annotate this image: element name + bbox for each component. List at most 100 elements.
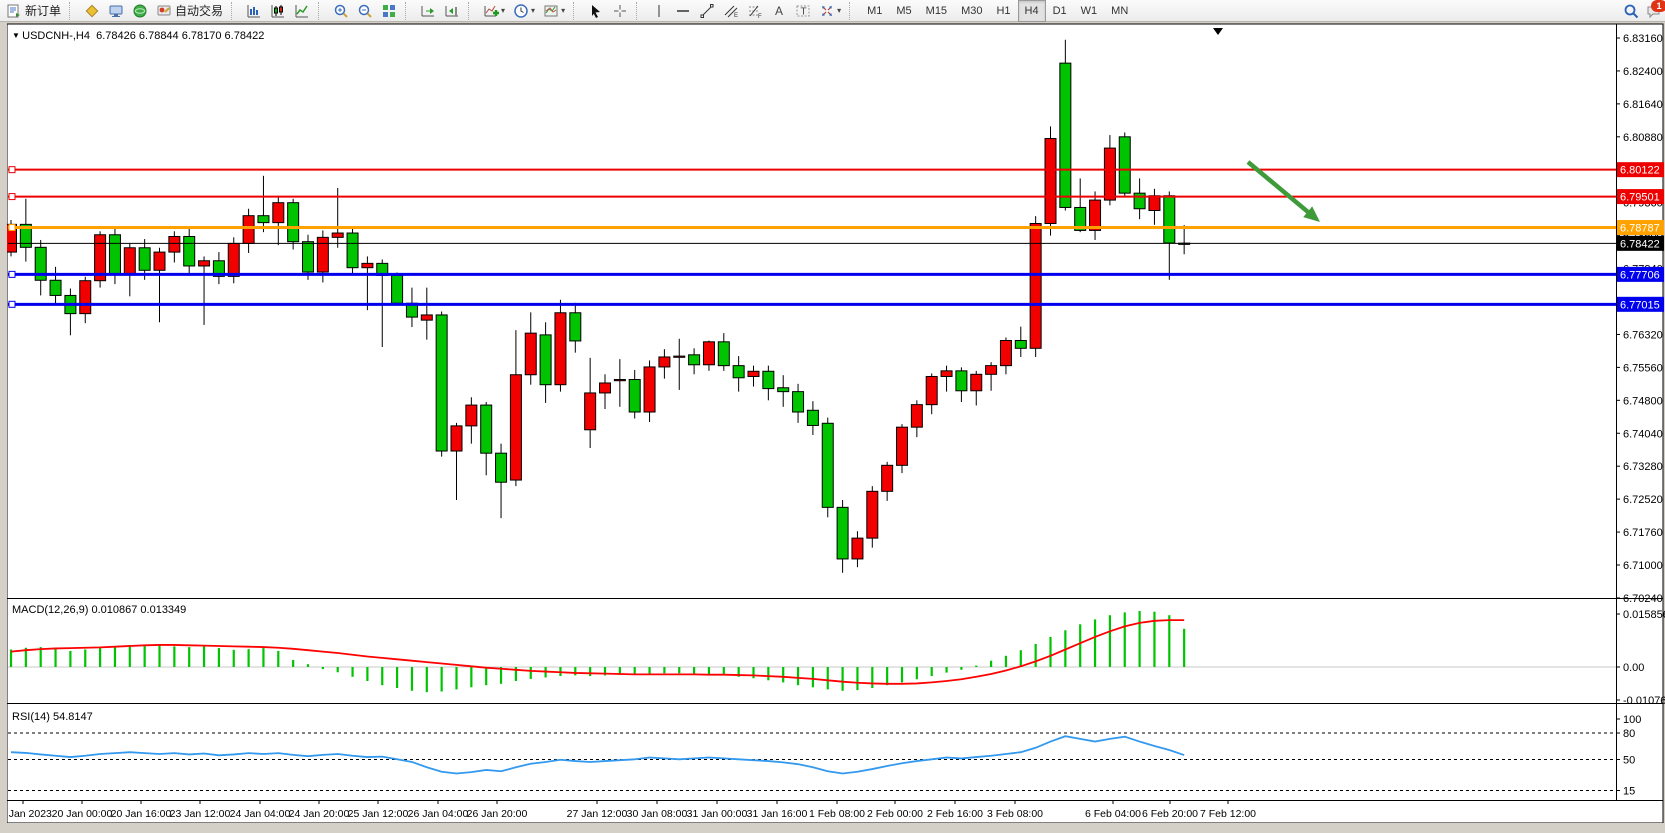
candle-body bbox=[138, 247, 151, 271]
chart-shift-marker[interactable] bbox=[1213, 28, 1223, 35]
fibo-icon: F bbox=[747, 3, 763, 20]
chevron-down-icon[interactable]: ▾ bbox=[837, 6, 842, 15]
arrow-annotation[interactable] bbox=[1246, 160, 1320, 222]
label-button[interactable]: T bbox=[791, 0, 815, 22]
text-button[interactable]: A bbox=[767, 0, 791, 22]
periods-button[interactable]: ▾ bbox=[509, 0, 539, 22]
chevron-down-icon[interactable]: ▾ bbox=[531, 6, 536, 15]
bar-chart-button[interactable] bbox=[242, 0, 266, 22]
toolbar-separator bbox=[231, 1, 239, 20]
market-watch-button[interactable] bbox=[128, 0, 152, 22]
metaeditor-button[interactable] bbox=[80, 0, 104, 22]
candle-body bbox=[613, 379, 626, 382]
timeframe-button-m1[interactable]: M1 bbox=[867, 4, 883, 17]
svg-text:2 Feb 00:00: 2 Feb 00:00 bbox=[867, 808, 923, 820]
hline-6.80122[interactable] bbox=[8, 166, 1616, 174]
svg-text:E: E bbox=[734, 13, 738, 19]
vertical-line-button[interactable] bbox=[647, 0, 671, 22]
textT-icon: T bbox=[795, 3, 811, 19]
timeframe-button-m30[interactable]: M30 bbox=[961, 4, 983, 17]
candle-body bbox=[955, 370, 968, 392]
zoom-in-button[interactable] bbox=[329, 0, 353, 22]
timeframe-button-d1[interactable]: D1 bbox=[1052, 4, 1067, 17]
zoom-out-button[interactable] bbox=[353, 0, 377, 22]
candlestick-chart-button[interactable] bbox=[266, 0, 290, 22]
horizontal-line-button[interactable] bbox=[671, 0, 695, 22]
arrows-button[interactable]: ▾ bbox=[815, 0, 845, 22]
crosshair-button[interactable] bbox=[608, 0, 632, 22]
templates-button[interactable]: ▾ bbox=[539, 0, 569, 22]
svg-text:19 Jan 2023: 19 Jan 2023 bbox=[0, 808, 52, 820]
cursor-button[interactable] bbox=[584, 0, 608, 22]
hline-6.78787[interactable] bbox=[8, 224, 1616, 232]
svg-text:20 Jan 16:00: 20 Jan 16:00 bbox=[111, 808, 172, 820]
zoom-out-icon bbox=[357, 3, 373, 19]
chevron-down-icon[interactable]: ▾ bbox=[561, 6, 566, 15]
svg-text:6.79501: 6.79501 bbox=[1620, 192, 1660, 204]
candle-body bbox=[970, 373, 983, 392]
candle-body bbox=[1148, 195, 1161, 211]
trendline-button[interactable] bbox=[695, 0, 719, 22]
timeframe-button-h4[interactable]: H4 bbox=[1017, 0, 1046, 22]
candle-body bbox=[628, 379, 641, 413]
new-order-button[interactable]: 新订单 bbox=[2, 0, 65, 22]
svg-text:24 Jan 20:00: 24 Jan 20:00 bbox=[289, 808, 350, 820]
bars-icon bbox=[246, 3, 262, 19]
toolbar-separator bbox=[405, 1, 413, 20]
timeframe-button-w1[interactable]: W1 bbox=[1080, 4, 1098, 17]
candle-body bbox=[881, 464, 894, 492]
auto-scroll-button[interactable] bbox=[416, 0, 440, 22]
candle-body bbox=[688, 354, 701, 366]
candle-body bbox=[732, 365, 745, 379]
zoom-in-icon bbox=[333, 3, 349, 19]
autotrading-button[interactable]: 自动交易 bbox=[152, 0, 227, 22]
candle-body bbox=[509, 374, 522, 481]
candle-body bbox=[287, 202, 300, 243]
autotrade-icon bbox=[156, 3, 172, 19]
toolbar-separator bbox=[69, 1, 77, 20]
timeframe-button-m15[interactable]: M15 bbox=[925, 4, 948, 17]
svg-text:6.78787: 6.78787 bbox=[1620, 223, 1660, 235]
timeframe-button-h1[interactable]: H1 bbox=[996, 4, 1011, 17]
hline-6.77015[interactable] bbox=[8, 300, 1616, 308]
candle-body bbox=[153, 251, 166, 271]
toolbar-separator bbox=[468, 1, 476, 20]
candle-body bbox=[168, 235, 181, 253]
fibonacci-button[interactable]: F bbox=[743, 0, 767, 22]
hline-6.77706[interactable] bbox=[8, 270, 1616, 278]
notification-badge: 1 bbox=[1651, 0, 1665, 12]
candle-body bbox=[79, 280, 92, 315]
timeframe-button-m5[interactable]: M5 bbox=[896, 4, 912, 17]
price-label-6.79501: 6.79501 bbox=[1617, 189, 1664, 205]
chart-plot-area[interactable] bbox=[8, 26, 1616, 598]
chevron-down-icon[interactable]: ▾ bbox=[501, 6, 506, 15]
arrows-icon bbox=[819, 3, 835, 19]
indicators-button[interactable]: ▾ bbox=[479, 0, 509, 22]
chat-button[interactable]: 1 bbox=[1643, 0, 1665, 21]
candle-body bbox=[836, 506, 849, 560]
clock-icon bbox=[513, 3, 529, 19]
candle-body bbox=[896, 426, 908, 466]
line-chart-button[interactable] bbox=[290, 0, 314, 22]
channel-button[interactable]: E bbox=[719, 0, 743, 22]
terminal-button[interactable] bbox=[104, 0, 128, 22]
candle-body bbox=[792, 391, 805, 413]
candle-body bbox=[34, 246, 47, 281]
timeframe-button-mn[interactable]: MN bbox=[1111, 4, 1129, 17]
tile-windows-button[interactable] bbox=[377, 0, 401, 22]
chart-canvas[interactable]: 6.831606.824006.816406.808806.793606.786… bbox=[0, 22, 1665, 833]
svg-text:6.71000: 6.71000 bbox=[1623, 560, 1663, 572]
magnifier-icon bbox=[1623, 3, 1639, 19]
svg-text:-0.01076: -0.01076 bbox=[1623, 695, 1665, 707]
candle-body bbox=[361, 262, 374, 269]
svg-text:6 Feb 04:00: 6 Feb 04:00 bbox=[1085, 808, 1141, 820]
candle-body bbox=[272, 202, 285, 224]
toolbar-separator bbox=[636, 1, 644, 20]
autotrading-button-label: 自动交易 bbox=[175, 4, 224, 18]
search-button[interactable] bbox=[1619, 0, 1643, 22]
chart-shift-button[interactable] bbox=[440, 0, 464, 22]
candle-body bbox=[1029, 222, 1042, 349]
hline-6.79501[interactable] bbox=[8, 193, 1616, 201]
